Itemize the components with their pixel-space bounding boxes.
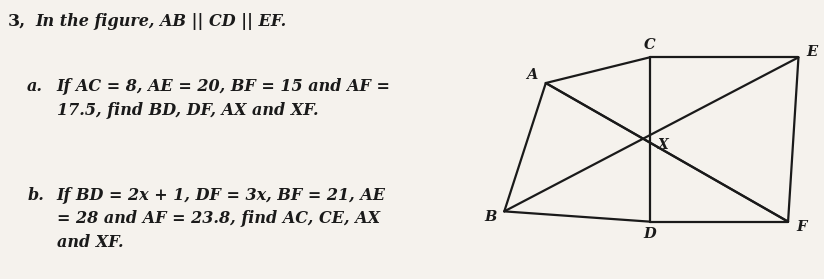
Text: X: X xyxy=(658,138,669,151)
Text: D: D xyxy=(644,227,656,241)
Text: C: C xyxy=(644,38,655,52)
Text: a.: a. xyxy=(27,78,43,95)
Text: B: B xyxy=(485,210,497,223)
Text: A: A xyxy=(527,68,538,82)
Text: F: F xyxy=(797,220,807,234)
Text: In the figure, AB || CD || EF.: In the figure, AB || CD || EF. xyxy=(35,13,287,30)
Text: b.: b. xyxy=(27,187,44,204)
Text: If AC = 8, AE = 20, BF = 15 and AF =
17.5, find BD, DF, AX and XF.: If AC = 8, AE = 20, BF = 15 and AF = 17.… xyxy=(57,78,391,119)
Text: E: E xyxy=(807,45,818,59)
Text: 3,: 3, xyxy=(7,13,26,30)
Text: If BD = 2x + 1, DF = 3x, BF = 21, AE
= 28 and AF = 23.8, find AC, CE, AX
and XF.: If BD = 2x + 1, DF = 3x, BF = 21, AE = 2… xyxy=(57,187,386,251)
